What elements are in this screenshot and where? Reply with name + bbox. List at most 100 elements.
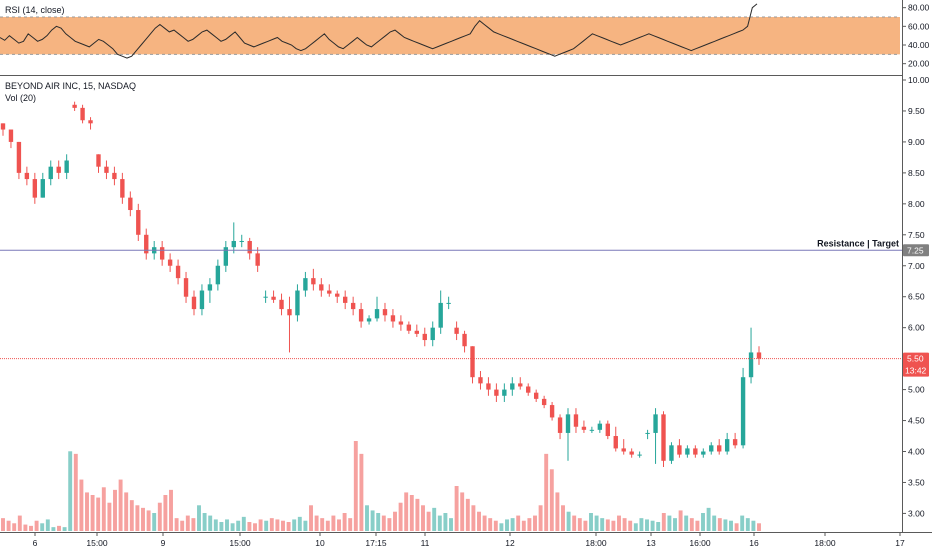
candle xyxy=(40,172,45,198)
candle xyxy=(374,296,380,322)
candle xyxy=(518,377,523,390)
volume-bar xyxy=(129,500,134,531)
volume-bar xyxy=(6,520,11,531)
time-tick-label: 15:00 xyxy=(86,538,108,548)
time-tick-label: 10 xyxy=(315,538,325,548)
volume-bar xyxy=(208,515,213,531)
candle xyxy=(247,237,252,260)
candle xyxy=(199,284,205,316)
candle xyxy=(183,271,189,303)
volume-bar xyxy=(684,515,689,531)
candle xyxy=(645,429,650,440)
volume-bar xyxy=(600,518,605,531)
volume-bar xyxy=(460,492,465,531)
price-tick-label: 9.00 xyxy=(908,137,925,147)
price-axis[interactable]: 10.00 9.50 9.00 8.50 8.00 7.50 7.00 6.50 6.00 5.5… xyxy=(902,75,930,518)
volume-bar xyxy=(437,515,442,531)
volume-bar xyxy=(85,492,89,531)
price-tick-label: 5.00 xyxy=(908,385,925,395)
volume-bar xyxy=(566,511,571,531)
candle xyxy=(335,290,340,303)
candle xyxy=(677,439,682,458)
candle xyxy=(462,330,467,353)
resistance-label: Resistance | Target xyxy=(817,238,899,248)
volume-bar xyxy=(538,505,543,531)
volume-legend: Vol (20) xyxy=(5,93,36,103)
candle xyxy=(541,395,547,409)
candle xyxy=(478,371,483,390)
candle xyxy=(573,408,579,433)
candle xyxy=(685,445,690,458)
time-axis[interactable]: 6 15:00 9 15:00 10 17:15 11 12 18:00 13 16:00 16 18:… xyxy=(33,532,905,548)
volume-bar xyxy=(309,505,313,531)
candle xyxy=(701,448,706,458)
price-tick-label: 6.50 xyxy=(908,292,925,302)
time-tick-label: 13 xyxy=(646,538,656,548)
candle xyxy=(48,160,53,186)
volume-bar xyxy=(757,523,761,531)
volume-bar xyxy=(342,513,347,531)
time-tick-label: 6 xyxy=(33,538,38,548)
volume-bar xyxy=(505,519,509,531)
volume-bar xyxy=(555,492,560,531)
volume-bar xyxy=(107,502,112,531)
candle xyxy=(446,296,451,310)
volume-bar xyxy=(29,525,33,531)
candle xyxy=(88,117,93,130)
volume-bar xyxy=(689,518,694,531)
candle xyxy=(32,172,38,204)
candle xyxy=(223,240,229,272)
candle xyxy=(709,442,714,455)
volume-bar xyxy=(163,495,168,531)
volume-bar xyxy=(213,519,218,531)
volume-bar xyxy=(286,522,291,531)
candle xyxy=(629,448,634,458)
resistance-price-tag: 7.25 xyxy=(903,244,929,257)
candle xyxy=(669,442,674,464)
candle xyxy=(343,290,348,310)
volume-bar xyxy=(477,511,481,531)
volume-bar xyxy=(734,523,739,531)
volume-bar xyxy=(1,518,5,531)
volume-bar xyxy=(449,518,453,531)
svg-text:13:42: 13:42 xyxy=(905,366,927,376)
candle xyxy=(454,321,459,341)
volume-bar xyxy=(723,519,728,531)
candle xyxy=(366,315,372,325)
volume-bar xyxy=(365,505,369,531)
volume-bar xyxy=(281,520,285,531)
rsi-line xyxy=(0,3,758,59)
volume-bars xyxy=(1,441,761,531)
volume-bar xyxy=(219,522,224,531)
candle xyxy=(215,259,221,291)
volume-bar xyxy=(695,520,700,531)
volume-bar xyxy=(639,518,644,531)
candle xyxy=(167,253,173,272)
volume-bar xyxy=(415,498,420,531)
rsi-pane: RSI (14, close) 80.00 60.00 40.00 20.00 xyxy=(0,3,930,69)
rsi-tick-label: 80.00 xyxy=(908,3,930,13)
volume-bar xyxy=(62,527,67,531)
volume-bar xyxy=(348,518,353,531)
candle xyxy=(653,408,658,464)
rsi-band xyxy=(0,17,900,55)
candle xyxy=(231,222,236,254)
volume-bar xyxy=(90,495,95,531)
volume-bar xyxy=(23,524,28,531)
volume-bar xyxy=(527,518,532,531)
svg-text:5.50: 5.50 xyxy=(907,354,924,364)
candle xyxy=(8,129,14,149)
candle xyxy=(96,154,101,173)
candle xyxy=(207,278,213,303)
candle xyxy=(510,377,515,396)
volume-bar xyxy=(303,520,308,531)
candle xyxy=(748,327,754,384)
candle xyxy=(112,166,117,186)
candle xyxy=(239,234,244,248)
rsi-tick-label: 40.00 xyxy=(908,40,930,50)
volume-bar xyxy=(325,520,330,531)
volume-bar xyxy=(667,515,672,531)
candle xyxy=(16,141,22,180)
candle xyxy=(549,401,555,421)
